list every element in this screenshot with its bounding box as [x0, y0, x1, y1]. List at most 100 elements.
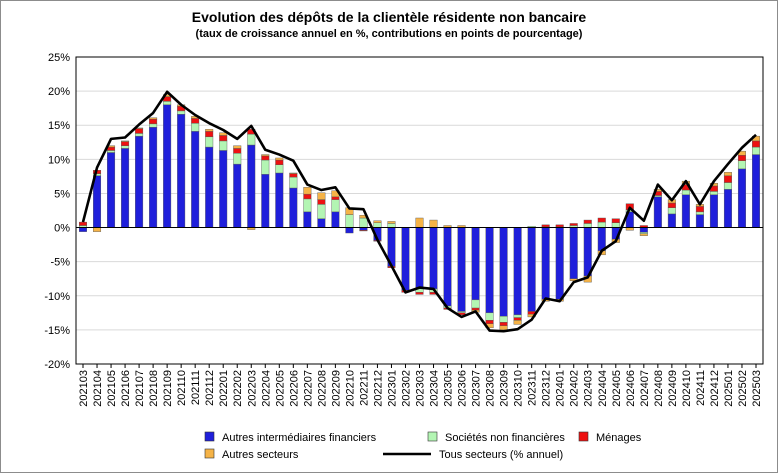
x-tick-label: 202308 [485, 370, 497, 407]
bar-segment [415, 292, 424, 295]
bar-segment [219, 140, 228, 151]
bar-segment [233, 152, 242, 165]
bar-segment [653, 195, 662, 198]
bar-segment [233, 145, 242, 149]
bar-segment [191, 131, 200, 228]
x-tick-label: 202502 [737, 370, 749, 407]
x-tick-label: 202201 [218, 370, 230, 407]
bar-segment [611, 218, 620, 223]
bar-segment [499, 322, 508, 326]
bar-segment [667, 213, 676, 228]
y-tick-label: 10% [48, 154, 70, 166]
y-tick-label: -20% [44, 359, 70, 371]
bar-segment [135, 133, 144, 137]
bar-segment [317, 192, 326, 200]
bar-segment [149, 123, 158, 128]
x-tick-label: 202206 [288, 370, 300, 407]
bar-segment [205, 136, 214, 148]
bar-segment [331, 211, 340, 228]
bar-segment [261, 154, 270, 157]
x-tick-label: 202212 [372, 370, 384, 407]
bar-segment [752, 154, 760, 228]
bar-segment [303, 187, 312, 195]
x-tick-label: 202312 [541, 370, 553, 407]
bar-segment [275, 164, 284, 174]
legend-label: Tous secteurs (% annuel) [439, 449, 563, 461]
x-tick-label: 202409 [667, 370, 679, 407]
bar-segment [261, 159, 270, 175]
bar-segment [205, 129, 214, 132]
legend-label: Ménages [596, 432, 642, 444]
x-tick-label: 202109 [162, 370, 174, 407]
bar-segment [177, 114, 186, 228]
bar-segment [695, 214, 704, 228]
bar-segment [359, 217, 368, 228]
bar-segment [121, 148, 130, 228]
legend-swatch [427, 431, 438, 442]
bar-segment [303, 198, 312, 213]
chart-subtitle: (taux de croissance annuel en %, contrib… [195, 28, 583, 40]
bar-segment [695, 211, 704, 215]
bar-segment [107, 152, 116, 228]
bar-segment [163, 101, 172, 105]
x-tick-label: 202404 [597, 370, 609, 407]
x-tick-label: 202202 [232, 370, 244, 407]
x-tick-label: 202503 [751, 370, 763, 407]
bar-segment [317, 218, 326, 228]
bar-segment [163, 104, 172, 228]
bar-segment [723, 189, 732, 228]
bar-segment [471, 227, 480, 301]
stacked-bars [79, 94, 760, 331]
bar-segment [93, 227, 102, 232]
bar-segment [583, 227, 592, 277]
bar-segment [219, 135, 228, 142]
bar-segment [457, 311, 466, 314]
bar-segment [275, 159, 284, 166]
bar-segment [121, 145, 130, 149]
bar-segment [317, 199, 326, 205]
bar-segment [513, 227, 522, 316]
bar-segment [317, 204, 326, 219]
x-tick-label: 202401 [555, 370, 567, 407]
x-tick-label: 202301 [386, 370, 398, 407]
bar-segment [303, 193, 312, 200]
bar-segment [93, 175, 102, 228]
x-tick-label: 202108 [148, 370, 160, 407]
bar-segment [723, 175, 732, 183]
x-tick-label: 202310 [513, 370, 525, 407]
bar-segment [429, 227, 438, 290]
x-tick-label: 202204 [260, 370, 272, 407]
bar-segment [653, 196, 662, 228]
total-line [81, 90, 757, 333]
bar-segment [681, 194, 690, 228]
bar-segment [569, 223, 578, 226]
bar-segment [289, 187, 298, 228]
legend-swatch [578, 431, 589, 442]
x-tick-label: 202304 [429, 370, 441, 407]
bar-segment [555, 227, 564, 300]
bar-segment [261, 174, 270, 228]
bar-segment [135, 135, 144, 228]
bar-segment [261, 155, 270, 161]
bar-segment [443, 227, 452, 307]
bar-segment [429, 219, 438, 228]
legend-label: Autres intermédiaires financiers [222, 432, 377, 444]
x-tick-label: 202103 [78, 370, 90, 407]
bar-segment [639, 227, 648, 233]
y-tick-label: -5% [50, 257, 70, 269]
bar-segment [219, 150, 228, 228]
bar-segment [387, 221, 396, 224]
bar-segment [723, 182, 732, 190]
legend-label: Sociétés non financières [445, 432, 565, 444]
bar-segment [401, 227, 410, 291]
bar-segment [471, 299, 480, 309]
x-tick-label: 202309 [499, 370, 511, 407]
y-tick-label: 5% [54, 188, 70, 200]
bar-segment [752, 140, 760, 148]
bar-segment [541, 227, 550, 300]
y-tick-label: 20% [48, 86, 70, 98]
bar-segment [457, 227, 466, 312]
x-tick-label: 202203 [246, 370, 258, 407]
x-tick-label: 202402 [569, 370, 581, 407]
